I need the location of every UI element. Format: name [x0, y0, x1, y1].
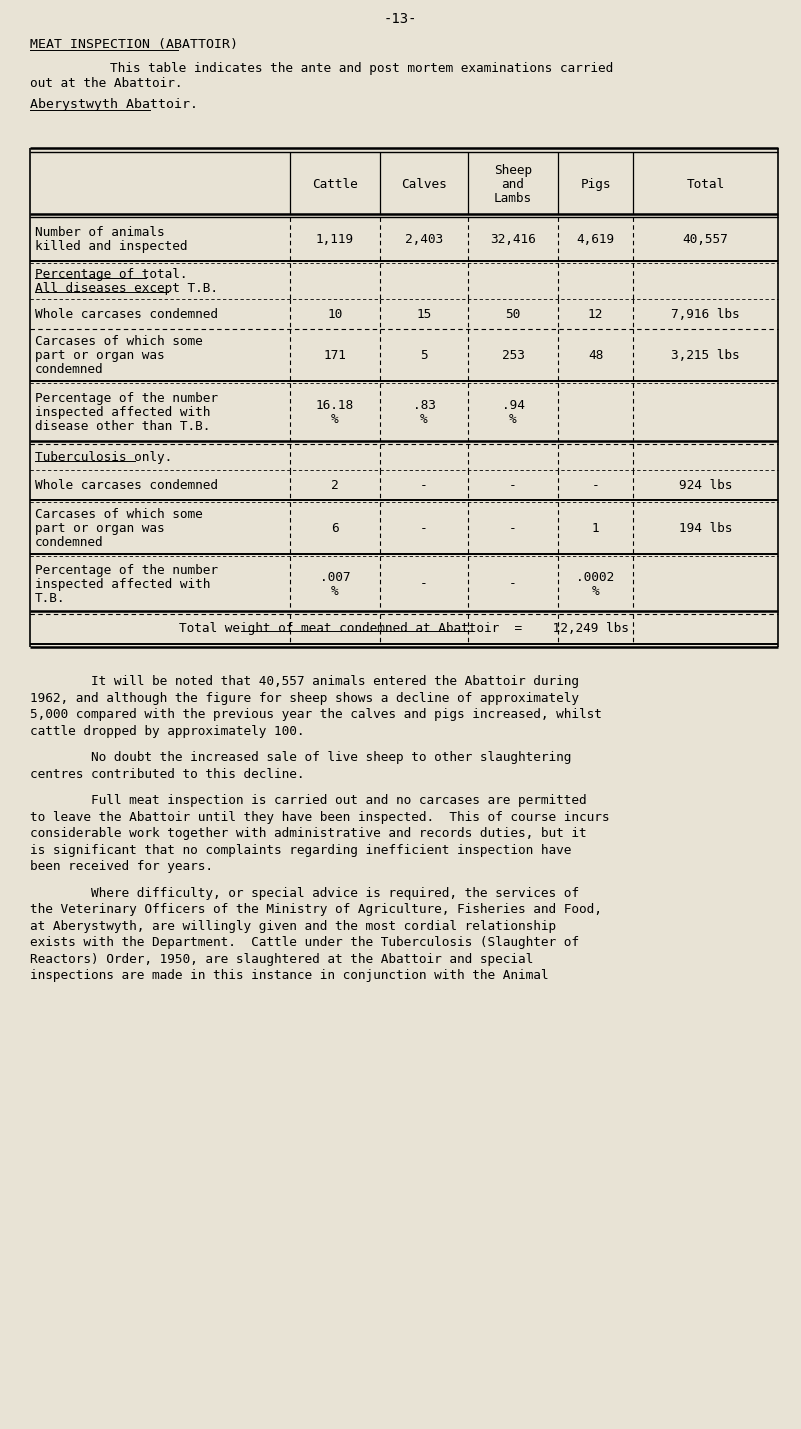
Text: -: - — [421, 577, 428, 590]
Text: 1962, and although the figure for sheep shows a decline of approximately: 1962, and although the figure for sheep … — [30, 692, 579, 704]
Text: Whole carcases condemned: Whole carcases condemned — [35, 479, 218, 492]
Text: inspected affected with: inspected affected with — [35, 577, 211, 590]
Text: -: - — [592, 479, 599, 492]
Text: and: and — [501, 179, 525, 191]
Text: inspections are made in this instance in conjunction with the Animal: inspections are made in this instance in… — [30, 969, 549, 982]
Text: Carcases of which some: Carcases of which some — [35, 507, 203, 522]
Text: 253: 253 — [501, 349, 525, 362]
Text: .0002: .0002 — [577, 570, 614, 583]
Text: to leave the Abattoir until they have been inspected.  This of course incurs: to leave the Abattoir until they have be… — [30, 810, 610, 823]
Text: Sheep: Sheep — [494, 164, 532, 177]
Text: Total: Total — [686, 179, 725, 191]
Text: Pigs: Pigs — [580, 179, 610, 191]
Text: Where difficulty, or special advice is required, the services of: Where difficulty, or special advice is r… — [30, 886, 579, 899]
Text: -: - — [509, 522, 517, 534]
Text: exists with the Department.  Cattle under the Tuberculosis (Slaughter of: exists with the Department. Cattle under… — [30, 936, 579, 949]
Text: %: % — [592, 584, 599, 597]
Text: 50: 50 — [505, 309, 521, 322]
Text: .94: .94 — [501, 399, 525, 412]
Text: 12: 12 — [588, 309, 603, 322]
Text: condemned: condemned — [35, 536, 103, 549]
Text: Percentage of the number: Percentage of the number — [35, 563, 218, 576]
Text: out at the Abattoir.: out at the Abattoir. — [30, 77, 183, 90]
Text: 171: 171 — [324, 349, 347, 362]
Text: 5: 5 — [421, 349, 428, 362]
Text: Reactors) Order, 1950, are slaughtered at the Abattoir and special: Reactors) Order, 1950, are slaughtered a… — [30, 953, 533, 966]
Text: Number of animals: Number of animals — [35, 226, 165, 239]
Text: been received for years.: been received for years. — [30, 860, 213, 873]
Text: 48: 48 — [588, 349, 603, 362]
Text: %: % — [421, 413, 428, 426]
Text: .83: .83 — [413, 399, 436, 412]
Text: centres contributed to this decline.: centres contributed to this decline. — [30, 767, 304, 780]
Text: part or organ was: part or organ was — [35, 522, 165, 534]
Text: the Veterinary Officers of the Ministry of Agriculture, Fisheries and Food,: the Veterinary Officers of the Ministry … — [30, 903, 602, 916]
Text: 7,916 lbs: 7,916 lbs — [671, 309, 740, 322]
Text: %: % — [509, 413, 517, 426]
Text: -: - — [509, 479, 517, 492]
Text: No doubt the increased sale of live sheep to other slaughtering: No doubt the increased sale of live shee… — [30, 752, 571, 765]
Text: All diseases except T.B.: All diseases except T.B. — [35, 282, 218, 294]
Text: disease other than T.B.: disease other than T.B. — [35, 420, 211, 433]
Text: 15: 15 — [417, 309, 432, 322]
Text: 4,619: 4,619 — [577, 233, 614, 246]
Text: killed and inspected: killed and inspected — [35, 240, 187, 253]
Text: Percentage of the number: Percentage of the number — [35, 392, 218, 404]
Text: Tuberculosis only.: Tuberculosis only. — [35, 452, 172, 464]
Text: Carcases of which some: Carcases of which some — [35, 334, 203, 349]
Text: MEAT INSPECTION (ABATTOIR): MEAT INSPECTION (ABATTOIR) — [30, 39, 238, 51]
Text: 10: 10 — [328, 309, 343, 322]
Text: Whole carcases condemned: Whole carcases condemned — [35, 309, 218, 322]
Text: Percentage of total.: Percentage of total. — [35, 269, 187, 282]
Text: -13-: -13- — [384, 11, 417, 26]
Text: 6: 6 — [331, 522, 339, 534]
Text: 16.18: 16.18 — [316, 399, 354, 412]
Text: It will be noted that 40,557 animals entered the Abattoir during: It will be noted that 40,557 animals ent… — [30, 674, 579, 687]
Text: 5,000 compared with the previous year the calves and pigs increased, whilst: 5,000 compared with the previous year th… — [30, 707, 602, 722]
Text: 194 lbs: 194 lbs — [678, 522, 732, 534]
Text: condemned: condemned — [35, 363, 103, 376]
Text: -: - — [421, 522, 428, 534]
Text: Total weight of meat condemned at Abattoir  =    12,249 lbs: Total weight of meat condemned at Abatto… — [179, 622, 629, 634]
Text: Aberystwyth Abattoir.: Aberystwyth Abattoir. — [30, 99, 198, 111]
Text: .007: .007 — [320, 570, 350, 583]
Text: at Aberystwyth, are willingly given and the most cordial relationship: at Aberystwyth, are willingly given and … — [30, 919, 556, 933]
Text: 2: 2 — [331, 479, 339, 492]
Text: This table indicates the ante and post mortem examinations carried: This table indicates the ante and post m… — [110, 61, 614, 74]
Text: 1: 1 — [592, 522, 599, 534]
Text: -: - — [509, 577, 517, 590]
Text: T.B.: T.B. — [35, 592, 66, 604]
Text: -: - — [421, 479, 428, 492]
Text: is significant that no complaints regarding inefficient inspection have: is significant that no complaints regard… — [30, 843, 571, 856]
Text: %: % — [331, 413, 339, 426]
Text: cattle dropped by approximately 100.: cattle dropped by approximately 100. — [30, 725, 304, 737]
Text: Cattle: Cattle — [312, 179, 358, 191]
Text: Lambs: Lambs — [494, 191, 532, 204]
Text: 1,119: 1,119 — [316, 233, 354, 246]
Text: part or organ was: part or organ was — [35, 349, 165, 362]
Text: inspected affected with: inspected affected with — [35, 406, 211, 419]
Text: Calves: Calves — [401, 179, 447, 191]
Text: 40,557: 40,557 — [682, 233, 728, 246]
Text: 32,416: 32,416 — [490, 233, 536, 246]
Text: 2,403: 2,403 — [405, 233, 443, 246]
Text: Full meat inspection is carried out and no carcases are permitted: Full meat inspection is carried out and … — [30, 795, 586, 807]
Text: considerable work together with administrative and records duties, but it: considerable work together with administ… — [30, 827, 586, 840]
Text: 924 lbs: 924 lbs — [678, 479, 732, 492]
Text: 3,215 lbs: 3,215 lbs — [671, 349, 740, 362]
Text: %: % — [331, 584, 339, 597]
